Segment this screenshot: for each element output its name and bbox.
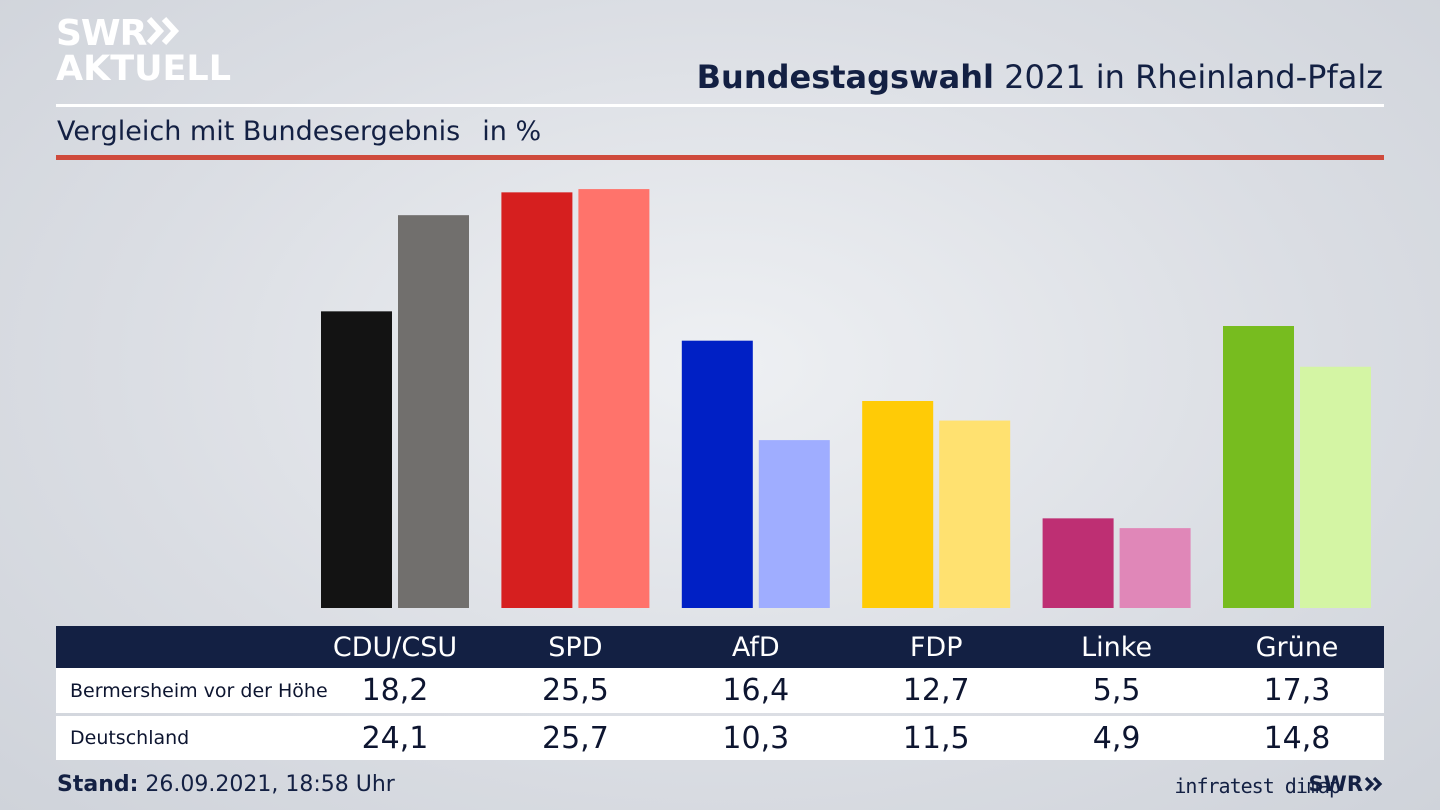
subtitle: Vergleich mit Bundesergebnis in % <box>57 116 541 147</box>
value-linke: 5,5 <box>1092 673 1141 708</box>
bar-cdu-csu-deutschland <box>398 215 469 609</box>
source-credit: infratest dimap <box>1174 774 1341 798</box>
header-spd: SPD <box>548 631 603 663</box>
bar-gruene-bermersheim <box>1223 326 1294 608</box>
bar-fdp-bermersheim <box>862 400 934 608</box>
double-chevron-icon <box>1364 776 1383 792</box>
subtitle-unit: in % <box>482 116 542 147</box>
value-cdu-csu: 24,1 <box>361 720 429 756</box>
bar-fdp-deutschland <box>939 420 1011 608</box>
header-gruene: Grüne <box>1255 631 1339 663</box>
value-linke: 4,9 <box>1092 720 1141 756</box>
logo-aktuell-text: AKTUELL <box>56 49 232 89</box>
bar-linke-bermersheim <box>1042 518 1114 608</box>
header-cdu-csu: CDU/CSU <box>332 631 458 663</box>
bar-afd-bermersheim <box>681 340 753 608</box>
stand-value: 26.09.2021, 18:58 Uhr <box>138 772 395 797</box>
subtitle-text: Vergleich mit Bundesergebnis <box>57 116 461 147</box>
bar-cdu-csu-bermersheim <box>321 311 392 608</box>
header-fdp: FDP <box>909 631 963 663</box>
value-fdp: 11,5 <box>902 720 970 756</box>
row-label: Bermersheim vor der Höhe <box>70 679 328 702</box>
table-header: CDU/CSU SPD AfD FDP Linke Grüne <box>56 626 1384 668</box>
value-afd: 10,3 <box>722 720 790 756</box>
value-spd: 25,7 <box>541 720 609 756</box>
timestamp: Stand: 26.09.2021, 18:58 Uhr <box>57 772 395 797</box>
bar-gruene-deutschland <box>1300 366 1371 608</box>
headline-rest: 2021 in Rheinland-Pfalz <box>994 58 1383 96</box>
value-afd: 16,4 <box>722 673 790 708</box>
results-table: CDU/CSU SPD AfD FDP Linke Grüne Bermersheim v… <box>56 626 1384 760</box>
swr-brand-text: SWR <box>1308 772 1363 796</box>
value-gruene: 14,8 <box>1263 720 1331 756</box>
stand-label: Stand: <box>57 772 139 797</box>
headline-bold: Bundestagswahl <box>696 58 994 96</box>
value-gruene: 17,3 <box>1263 673 1331 708</box>
table-row-bermersheim: Bermersheim vor der Höhe 18,2 25,5 16,4 12,7… <box>56 668 1384 713</box>
bar-chart <box>321 189 1371 609</box>
swr-aktuell-logo: SWR AKTUELL <box>56 16 231 87</box>
value-spd: 25,5 <box>541 673 609 708</box>
table-row-deutschland: Deutschland 24,1 25,7 10,3 11,5 4,9 14,8 <box>56 716 1384 760</box>
headline: Bundestagswahl 2021 in Rheinland-Pfalz <box>697 58 1383 96</box>
value-cdu-csu: 18,2 <box>361 673 429 708</box>
swr-brand-mark: SWR <box>1309 772 1384 796</box>
divider-red <box>56 155 1384 160</box>
logo-swr-text: SWR <box>56 13 147 54</box>
bar-spd-bermersheim <box>501 192 573 608</box>
bar-spd-deutschland <box>578 189 650 608</box>
double-chevron-icon <box>146 16 182 53</box>
bar-linke-deutschland <box>1119 528 1191 608</box>
divider-white <box>56 104 1384 107</box>
value-fdp: 12,7 <box>902 673 970 708</box>
row-label: Deutschland <box>70 727 190 749</box>
header-linke: Linke <box>1081 631 1153 663</box>
bar-afd-deutschland <box>758 440 830 608</box>
header-afd: AfD <box>731 631 780 663</box>
